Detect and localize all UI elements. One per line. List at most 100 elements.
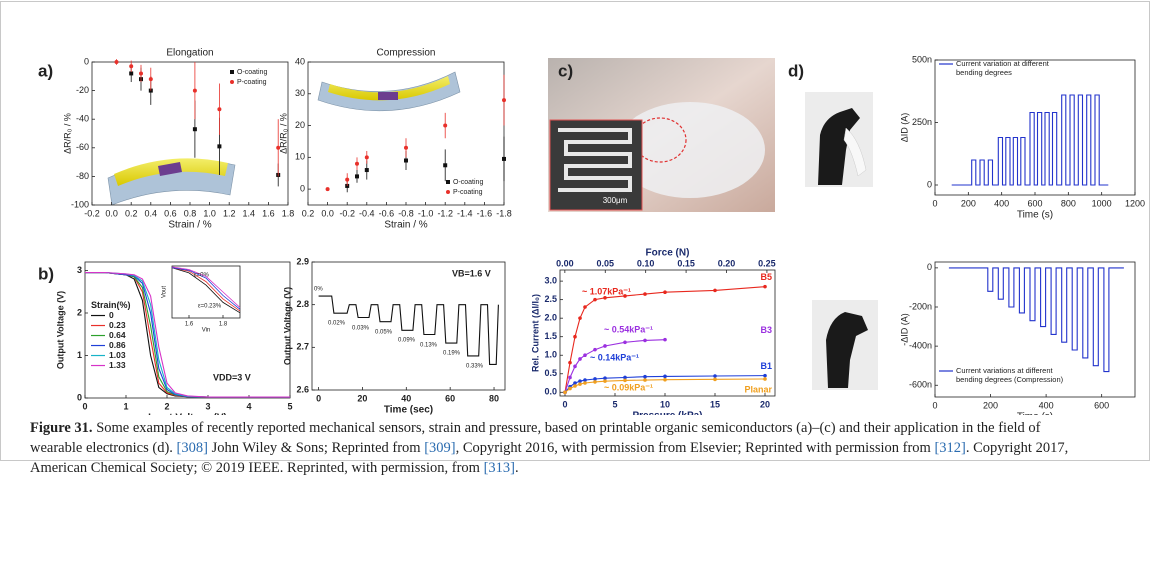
annotation: 0.19% [443,351,461,357]
x-tick-label: 1.0 [203,208,216,218]
data-point [593,377,597,381]
x2-axis-label: Force (N) [646,248,690,259]
y-tick-label: 30 [295,88,305,98]
y-tick-label: 2.7 [296,342,309,352]
x-tick-label: -1.8 [496,208,512,218]
x-tick-label: 4 [246,401,251,411]
x-tick-label: 1 [123,401,128,411]
data-point [129,64,134,69]
annotation: VB=1.6 V [452,268,491,278]
legend-swatch [230,80,234,84]
data-point [603,379,607,383]
annotation: 0.09% [398,338,416,344]
legend-label-box: Current variations at different bending … [956,366,1063,384]
y-axis-label: Output Voltage (V) [282,287,292,365]
legend-swatch [230,70,234,74]
y-tick-label: 2 [77,307,82,317]
figure: 300μm a) b) c) d) -0.2 0.0 0.2 0.4 0.6 0.8 1.0 1.2 1… [38,48,1145,415]
data-point [568,375,572,380]
panel-label: b) [38,264,54,283]
y-tick-label: -60 [76,142,89,152]
x-tick-label: 1.6 [185,322,194,328]
data-point [583,378,587,382]
x-tick-label: 200 [983,400,998,410]
data-point [345,177,350,182]
strain-illustration [107,71,461,206]
reference-link[interactable]: [313] [483,460,515,476]
annotation: ~ 0.14kPa⁻¹ [590,352,639,362]
y-tick-label: 10 [295,152,305,162]
data-point [763,284,767,289]
annotation: 0.13% [420,343,438,349]
data-point [404,145,408,150]
panel-label: a) [38,61,53,80]
reference-link[interactable]: [308] [176,440,208,456]
plot-frame [84,261,291,399]
x-tick-label: -0.4 [359,208,375,218]
y-tick-label: 2.0 [544,313,557,323]
data-point [603,295,607,300]
panel-label: d) [788,61,804,80]
x-tick-label: 0.0 [321,208,334,218]
y-tick-label: 2.6 [296,384,309,394]
y-tick-label: 3.0 [544,275,557,285]
reference-link[interactable]: [312] [934,440,966,456]
data-point [578,382,582,386]
annotation: ε=0% [194,273,210,279]
legend-label: 0.23 [109,320,126,330]
data-point [643,378,647,382]
x-tick-label: 800 [1061,198,1076,208]
data-point [623,378,627,383]
y-axis-label: ΔR/R₀ / % [62,113,72,154]
data-point [623,375,627,380]
data-point [217,107,222,112]
data-point [217,144,222,149]
y-tick-label: 1.5 [544,331,557,341]
x-axis-label: Pressure (kPa) [632,411,702,415]
data-line [171,267,241,310]
x-tick-label: 1200 [1125,198,1145,208]
x-tick-label: -1.6 [477,208,493,218]
y-tick-label: 2.8 [296,299,309,309]
x-tick-label: 0 [82,401,87,411]
legend-label: Planar [744,384,772,394]
legend-label: B5 [760,272,772,282]
data-point [593,297,597,302]
data-point [583,353,587,358]
y-axis-label: -ΔID (A) [899,313,909,346]
data-line [85,272,290,398]
reference-link[interactable]: [309] [424,440,456,456]
data-line [171,267,241,314]
x-tick-label: 1.6 [262,208,275,218]
x2-tick-label: 0.15 [677,258,695,268]
x-tick-label: 400 [994,198,1009,208]
data-line [171,266,241,308]
y-tick-label: -200n [909,301,932,311]
x-tick-label: 0 [316,393,321,403]
x-tick-label: -0.2 [84,208,100,218]
data-point [404,158,408,163]
figure-border [0,1,1150,461]
data-point [663,337,667,342]
chart: 0 200 400 600 0 -200n -400n -600n Time (s) -ΔID (… [899,261,1136,415]
y-tick-label: 250n [912,117,932,127]
chart: 0 200 400 600 800 1000 1200 0 250n 500n Time (s) ΔI… [899,54,1145,220]
x-axis-label: Time (s) [1017,412,1053,415]
x-tick-label: 60 [445,393,455,403]
data-point [563,390,567,395]
x-tick-label: 0 [562,399,567,409]
y-tick-label: -400n [909,341,932,351]
plot-frame [171,265,241,319]
x-tick-label: 0 [932,400,937,410]
data-point [325,187,330,192]
x2-tick-label: 0.25 [758,258,776,268]
caption-text: . Copyright 2017, American Chemical Soci… [30,440,1069,476]
sensor-photo: 300μm [548,58,775,212]
y-tick-label: 0 [927,262,932,272]
plot-frame [934,261,1136,398]
data-point [603,344,607,348]
data-point [583,305,587,309]
data-point [593,347,597,352]
x2-tick-label: 0.05 [596,258,614,268]
y-tick-label: 2.5 [544,294,557,304]
